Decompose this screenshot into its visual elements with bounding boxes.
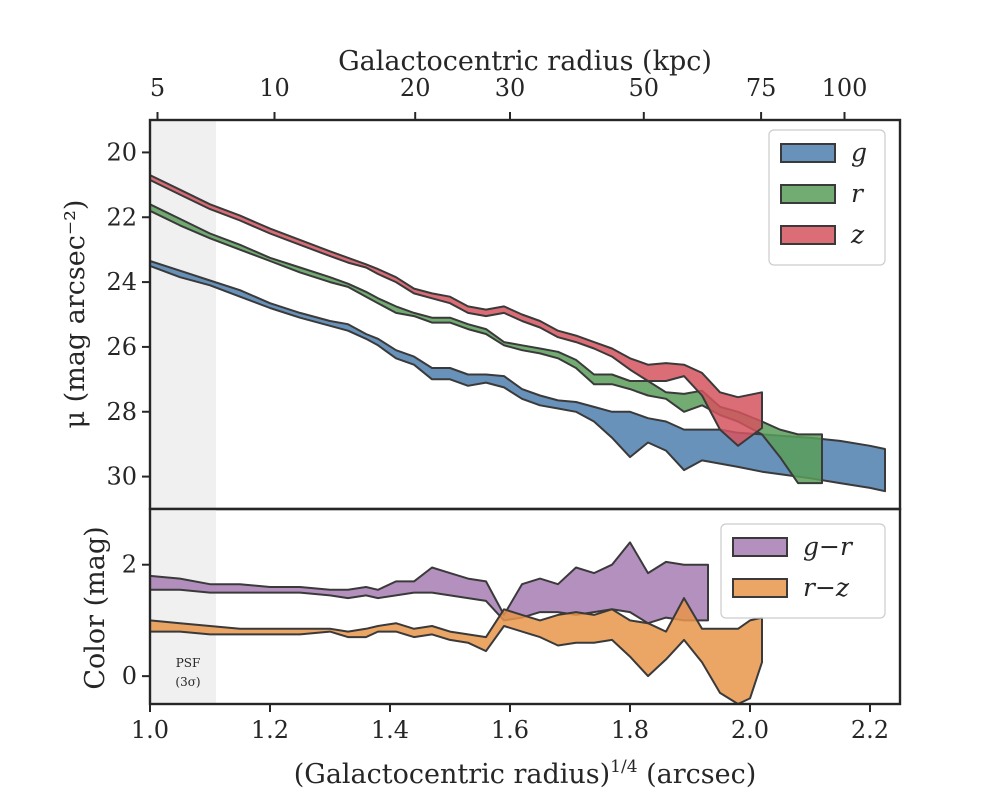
top-x-tick-label: 10 bbox=[259, 74, 290, 102]
bottom-y-tick-label: 0 bbox=[122, 662, 137, 690]
band-z bbox=[149, 174, 763, 447]
top-legend-label: r bbox=[851, 179, 865, 208]
bottom-legend-swatch bbox=[732, 537, 788, 557]
top-y-tick-label: 22 bbox=[106, 203, 137, 231]
bottom-x-tick-label: 1.6 bbox=[491, 716, 529, 744]
top-y-axis-label: μ (mag arcsec⁻²) bbox=[60, 200, 91, 429]
x-axis-label-main: (Galactocentric radius) bbox=[294, 759, 610, 790]
top-x-tick-label: 20 bbox=[400, 74, 431, 102]
bottom-legend: g−r r−z bbox=[720, 523, 886, 619]
top-legend-label: g bbox=[851, 138, 867, 167]
bottom-x-axis-ticks: 1.0 1.2 1.4 1.6 1.8 2.0 2.2 bbox=[131, 704, 889, 744]
top-secondary-x-axis-ticks: 5 10 20 30 50 75 100 bbox=[150, 74, 868, 120]
bottom-x-tick-label: 2.2 bbox=[851, 716, 889, 744]
bottom-x-axis-label: (Galactocentric radius)1/4 (arcsec) bbox=[294, 757, 757, 790]
top-x-tick-label: 100 bbox=[822, 74, 868, 102]
top-secondary-x-axis-label: Galactocentric radius (kpc) bbox=[338, 46, 712, 77]
band-r bbox=[149, 203, 823, 485]
bottom-shaded-region bbox=[150, 509, 216, 704]
top-y-tick-label: 20 bbox=[106, 138, 137, 166]
top-psf-shade bbox=[150, 120, 216, 509]
top-legend: grz bbox=[768, 129, 886, 266]
psf-label-line1: PSF bbox=[176, 656, 201, 670]
bottom-x-tick-label: 1.8 bbox=[611, 716, 649, 744]
band-g bbox=[149, 260, 886, 493]
bottom-legend-label: g−r bbox=[803, 532, 854, 561]
x-axis-label-unit: (arcsec) bbox=[638, 759, 757, 790]
top-x-tick-label: 5 bbox=[150, 74, 165, 102]
top-x-tick-label: 75 bbox=[746, 74, 777, 102]
bottom-x-tick-label: 1.4 bbox=[371, 716, 409, 744]
x-axis-label-superscript: 1/4 bbox=[610, 757, 637, 777]
top-shaded-region bbox=[150, 120, 216, 509]
bottom-x-tick-label: 2.0 bbox=[731, 716, 769, 744]
bottom-x-tick-label: 1.0 bbox=[131, 716, 169, 744]
bottom-plot-frame bbox=[148, 507, 902, 706]
bottom-legend-swatch bbox=[732, 578, 788, 598]
top-legend-swatch bbox=[780, 184, 836, 204]
bottom-y-axis-label: Color (mag) bbox=[80, 526, 111, 689]
band-color-g-r bbox=[149, 541, 709, 625]
top-y-tick-label: 24 bbox=[106, 268, 137, 296]
bottom-x-tick-label: 1.2 bbox=[251, 716, 289, 744]
top-x-tick-label: 30 bbox=[495, 74, 526, 102]
top-legend-label: z bbox=[850, 220, 865, 249]
top-y-axis-ticks: 20 22 24 26 28 30 bbox=[106, 138, 150, 491]
bottom-psf-shade bbox=[150, 509, 216, 704]
top-legend-swatch bbox=[780, 225, 836, 245]
bottom-y-axis-ticks: 02 bbox=[122, 551, 150, 690]
top-y-tick-label: 26 bbox=[106, 333, 137, 361]
top-series-group bbox=[149, 174, 886, 493]
bottom-series-group bbox=[149, 541, 763, 705]
top-legend-swatch bbox=[780, 143, 836, 163]
psf-label-line2: (3σ) bbox=[175, 675, 200, 689]
top-y-tick-label: 28 bbox=[106, 398, 137, 426]
color-panel: 02 1.0 1.2 1.4 1.6 1.8 2.0 2.2 Color (mag) (Ga… bbox=[80, 507, 902, 790]
top-x-tick-label: 50 bbox=[629, 74, 660, 102]
band-color-r-z bbox=[149, 597, 763, 705]
bottom-y-tick-label: 2 bbox=[122, 551, 137, 579]
top-y-tick-label: 30 bbox=[106, 463, 137, 491]
bottom-legend-label: r−z bbox=[803, 573, 850, 602]
